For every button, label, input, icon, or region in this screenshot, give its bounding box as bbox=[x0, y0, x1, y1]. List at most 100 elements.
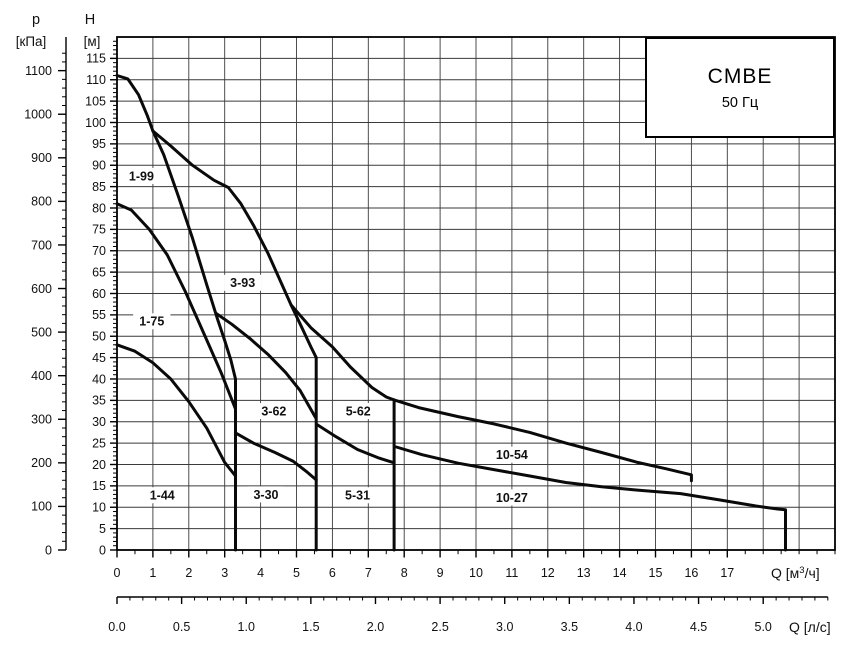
axis-label: 65 bbox=[92, 265, 106, 279]
axis-label: 1-44 bbox=[150, 489, 175, 503]
axis-label: 2.5 bbox=[431, 620, 448, 634]
chart-title-model: CMBE bbox=[707, 64, 773, 88]
curve-label-1-75: 1-75 bbox=[133, 313, 171, 330]
axis-label: 105 bbox=[85, 94, 106, 108]
axis-label: 115 bbox=[86, 52, 106, 66]
axis-label: 400 bbox=[31, 369, 52, 383]
axis-label: 17 bbox=[720, 566, 734, 580]
axis-label: 20 bbox=[92, 458, 106, 472]
axis-label: [кПа] bbox=[16, 34, 47, 49]
axis-label: 40 bbox=[92, 372, 106, 386]
curve-label-1-99: 1-99 bbox=[122, 167, 161, 184]
axis-label: 700 bbox=[31, 238, 52, 252]
axis-label: 300 bbox=[31, 413, 52, 427]
axis-label: 500 bbox=[31, 325, 52, 339]
axis-label: 80 bbox=[92, 201, 106, 215]
axis-label: 3-62 bbox=[261, 404, 286, 418]
axis-label: 90 bbox=[92, 159, 106, 173]
axis-label: 4.5 bbox=[690, 620, 707, 634]
chart-title-frequency: 50 Гц bbox=[721, 94, 759, 111]
axis-label: 2 bbox=[185, 566, 192, 580]
curve-label-3-93: 3-93 bbox=[224, 274, 262, 291]
curve-label-10-27: 10-27 bbox=[489, 489, 535, 506]
axis-label: 3.5 bbox=[561, 620, 578, 634]
axis-label: 5 bbox=[99, 522, 106, 536]
axis-label: 5-31 bbox=[345, 489, 370, 503]
axis-label: 35 bbox=[92, 394, 106, 408]
axis-label: 3.0 bbox=[496, 620, 513, 634]
head-axis: 0 5 10 15 20 25 30 35 40 45 50 55 60 65 70 75 80 85 90 95 10… bbox=[84, 12, 117, 557]
axis-label: 14 bbox=[613, 566, 627, 580]
curves bbox=[115, 74, 787, 552]
axis-label: 10 bbox=[92, 501, 106, 515]
axis-label: 95 bbox=[92, 137, 106, 151]
axis-label: 8 bbox=[401, 566, 408, 580]
axis-label: 6 bbox=[329, 566, 336, 580]
axis-label: 600 bbox=[31, 282, 52, 296]
axis-label: 1-75 bbox=[139, 315, 164, 329]
curve-1-99 bbox=[115, 74, 237, 552]
axis-label: 3-93 bbox=[230, 276, 255, 290]
axis-label: 200 bbox=[31, 456, 52, 470]
chart-title-box: CMBE 50 Гц bbox=[645, 37, 835, 138]
curve-5-31 bbox=[315, 423, 396, 465]
curve-label-3-30: 3-30 bbox=[247, 486, 285, 503]
curve-labels: 1-99 1-75 1-44 3-93 3-62 3-30 5-62 5-31 10-54 10-… bbox=[122, 167, 535, 506]
axis-label: 85 bbox=[92, 180, 106, 194]
axis-label: 900 bbox=[31, 151, 52, 165]
axis-label: 12 bbox=[541, 566, 555, 580]
curve-3-62 bbox=[214, 312, 317, 419]
axis-label: 10 bbox=[469, 566, 483, 580]
axis-label: 100 bbox=[31, 500, 52, 514]
axis-label: 10-54 bbox=[496, 448, 528, 462]
axis-label: 16 bbox=[684, 566, 698, 580]
axis-label: 7 bbox=[365, 566, 372, 580]
curve-label-5-31: 5-31 bbox=[338, 487, 377, 504]
pressure-axis: 0 100 200 300 400 500 600 700 800 900 1000 1100 p [кП… bbox=[16, 12, 67, 557]
axis-label: 3-30 bbox=[253, 488, 278, 502]
axis-label: 110 bbox=[86, 73, 106, 87]
axis-label: 50 bbox=[92, 330, 106, 344]
axis-label: 800 bbox=[31, 195, 52, 209]
axis-label: H bbox=[85, 12, 95, 28]
axis-label: 0.5 bbox=[173, 620, 190, 634]
curve-label-3-62: 3-62 bbox=[255, 403, 293, 420]
axis-label: 9 bbox=[437, 566, 444, 580]
axis-label: 100 bbox=[85, 116, 106, 130]
axis-label: 11 bbox=[505, 566, 518, 580]
axis-label: [м] bbox=[84, 34, 101, 49]
axis-label: 13 bbox=[577, 566, 591, 580]
axis-label: 0 bbox=[99, 543, 106, 557]
axis-label: 1 bbox=[149, 566, 156, 580]
axis-label: 1.0 bbox=[238, 620, 255, 634]
axis-label: 1000 bbox=[24, 108, 52, 122]
axis-label: 5-62 bbox=[346, 404, 371, 418]
axis-label: 15 bbox=[649, 566, 663, 580]
curve-10-54 bbox=[392, 398, 693, 483]
curve-label-10-54: 10-54 bbox=[489, 446, 535, 463]
axis-label: 1.5 bbox=[302, 620, 319, 634]
axis-label: 0.0 bbox=[108, 620, 125, 634]
curve-1-44 bbox=[115, 343, 237, 478]
axis-label: 3 bbox=[221, 566, 228, 580]
axis-label: 30 bbox=[92, 415, 106, 429]
axis-label: 2.0 bbox=[367, 620, 384, 634]
axis-label: Q [м3/ч] bbox=[771, 565, 820, 581]
axis-label: 1-99 bbox=[129, 169, 154, 183]
axis-label: 15 bbox=[92, 479, 106, 493]
axis-label: 0 bbox=[114, 566, 121, 580]
flow-axis-ls: 0.0 0.5 1.0 1.5 2.0 2.5 3.0 3.5 4.0 4.5 5.0 Q [л/с] bbox=[108, 596, 831, 635]
axis-label: 75 bbox=[92, 223, 106, 237]
axis-label: 70 bbox=[92, 244, 106, 258]
curve-1-75 bbox=[115, 202, 237, 411]
flow-axis-m3h: 0 1 2 3 4 5 6 7 8 9 10 11 12 13 14 15 16 17 Q [м3/ч] bbox=[114, 550, 836, 581]
axis-label: Q [л/с] bbox=[789, 619, 831, 635]
axis-label: 1100 bbox=[25, 64, 52, 78]
axis-label: 0 bbox=[45, 543, 52, 557]
axis-label: 60 bbox=[92, 287, 106, 301]
curve-10-27 bbox=[394, 445, 787, 552]
axis-label: 55 bbox=[92, 308, 106, 322]
axis-label: p bbox=[32, 12, 40, 28]
